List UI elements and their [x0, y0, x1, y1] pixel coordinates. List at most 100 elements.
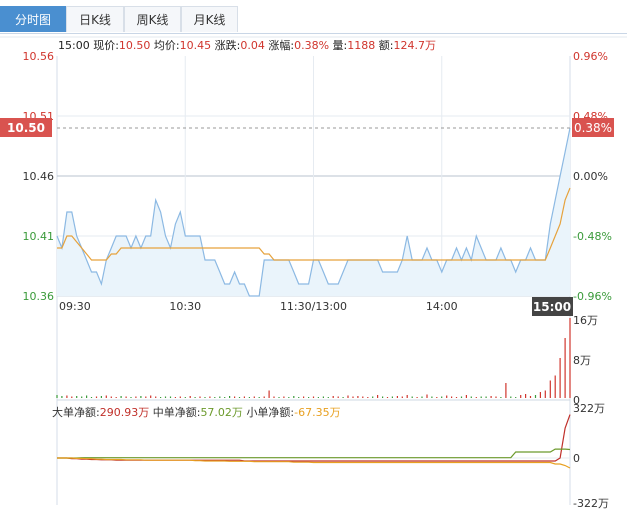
volume-bar: [332, 396, 334, 398]
volume-bar: [534, 395, 537, 398]
volume-bar: [441, 396, 443, 398]
volume-bar: [164, 396, 167, 398]
pct-y-tick: -0.96%: [573, 290, 612, 303]
volume-bar: [564, 338, 566, 398]
avg-label: 均价:: [153, 39, 180, 52]
volume-bar: [219, 396, 221, 398]
volume-bar: [179, 396, 181, 398]
medium-order-value: 57.02万: [200, 406, 243, 419]
volume-bar: [105, 395, 107, 398]
volume-bar: [431, 396, 433, 398]
tab-weekly-k[interactable]: 周K线: [124, 6, 181, 32]
change-label: 涨跌:: [214, 39, 241, 52]
volume-bar: [386, 397, 389, 398]
volume-bar: [357, 396, 359, 398]
volume-bar: [174, 397, 176, 398]
volume-bar: [490, 396, 492, 398]
volume-bar: [460, 396, 463, 398]
volume-bar: [278, 397, 280, 398]
tab-monthly-k[interactable]: 月K线: [181, 6, 238, 32]
volume-bar: [110, 396, 112, 398]
volume-bar: [455, 397, 458, 398]
volume-bar: [95, 396, 98, 398]
volume-bar: [317, 397, 319, 398]
price-value: 10.50: [118, 39, 151, 52]
volume-bar: [120, 396, 122, 398]
current-pct-label: 0.38%: [574, 121, 612, 135]
volume-bar: [510, 396, 512, 398]
volume-bar: [500, 397, 502, 398]
volume-bar: [288, 397, 290, 398]
volume-bar: [515, 397, 517, 398]
volume-bar: [135, 396, 137, 398]
volume-bar: [367, 397, 369, 398]
volume-label: 量:: [332, 39, 348, 52]
volume-bar: [66, 395, 68, 398]
volume-bar: [194, 397, 196, 398]
volume-bar: [155, 396, 157, 398]
current-price-label: 10.50: [7, 121, 45, 135]
price-y-tick: 10.46: [23, 170, 55, 183]
volume-bar: [569, 318, 571, 398]
volume-bar: [298, 397, 300, 398]
volume-bar: [406, 395, 408, 398]
current-pct-box: [572, 118, 614, 137]
volume-bar: [529, 396, 532, 398]
volume-bar: [480, 396, 482, 398]
volume-bar: [401, 396, 403, 398]
volume-bar: [544, 390, 546, 398]
volume-bar: [86, 395, 88, 398]
volume-bar: [539, 392, 541, 398]
volume-bar: [169, 396, 172, 398]
volume-bar: [263, 396, 265, 398]
tab-intraday[interactable]: 分时图: [0, 6, 66, 32]
chart-tabs: 分时图 日K线 周K线 月K线: [0, 0, 627, 34]
volume-bar: [308, 397, 310, 398]
volume-bar: [125, 396, 127, 398]
volume-bar: [253, 396, 255, 398]
volume-y-tick: 8万: [573, 354, 591, 367]
volume-bar: [436, 397, 438, 398]
volume-bar: [100, 396, 102, 398]
volume-y-tick: 0: [573, 394, 580, 407]
volume-bar: [520, 395, 522, 398]
volume-bar: [115, 397, 117, 398]
fund-flow-legend: 大单净额:290.93万 中单净额:57.02万 小单净额:-67.35万: [52, 404, 341, 420]
large-order-value: 290.93万: [99, 406, 150, 419]
time-x-tick: 14:00: [426, 300, 458, 313]
volume-bar: [76, 396, 78, 398]
volume-bar: [238, 397, 241, 398]
volume-bar: [505, 383, 507, 398]
fund-y-tick: -322万: [573, 497, 609, 510]
volume-bar: [549, 380, 551, 398]
volume-bar: [554, 375, 556, 398]
volume-bar: [470, 396, 472, 398]
volume-bar: [559, 358, 561, 398]
volume-bar: [61, 396, 63, 398]
volume-bar: [145, 396, 147, 398]
quote-info-bar: 15:00 现价:10.50 均价:10.45 涨跌:0.04 涨幅:0.38%…: [58, 37, 436, 53]
pct-y-tick: 0.00%: [573, 170, 608, 183]
volume-bar: [184, 397, 186, 398]
time-x-tick: 09:30: [59, 300, 91, 313]
tab-daily-k[interactable]: 日K线: [66, 6, 124, 32]
time-x-tick: 11:30/13:00: [280, 300, 347, 313]
price-y-tick: 10.41: [23, 230, 55, 243]
volume-bar: [283, 396, 285, 398]
volume-bar: [362, 396, 364, 398]
small-order-value: -67.35万: [294, 406, 341, 419]
large-order-label: 大单净额:: [52, 406, 100, 419]
medium-order-label: 中单净额:: [152, 406, 201, 419]
volume-bar: [451, 396, 453, 398]
volume-bar: [248, 397, 250, 398]
pct-y-tick: -0.48%: [573, 230, 612, 243]
current-time-label: 15:00: [533, 300, 571, 314]
current-time-box: [532, 297, 573, 316]
large-order-line: [57, 414, 571, 462]
volume-bar: [342, 397, 344, 398]
avg-value: 10.45: [179, 39, 212, 52]
avg-price-line: [57, 187, 571, 261]
volume-bar: [465, 395, 467, 398]
price-label: 现价:: [93, 39, 119, 52]
